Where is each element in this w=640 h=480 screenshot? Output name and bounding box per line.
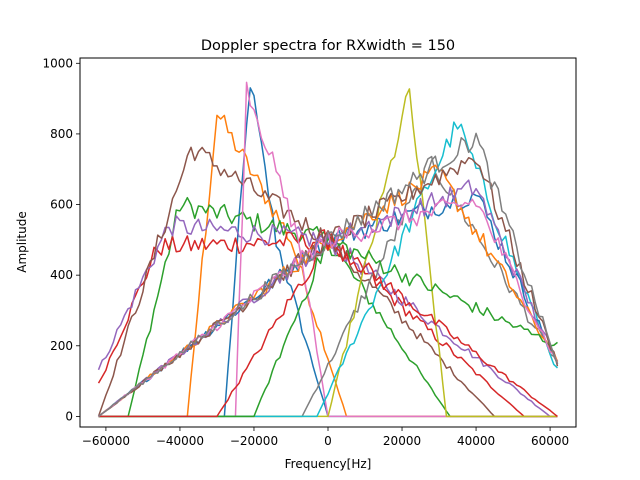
x-tick-label: −20000: [230, 434, 278, 448]
x-tick-label: 60000: [531, 434, 569, 448]
chart-title: Doppler spectra for RXwidth = 150: [201, 38, 455, 54]
x-tick-label: −40000: [156, 434, 204, 448]
x-tick-label: 20000: [383, 434, 421, 448]
y-tick-label: 400: [50, 268, 73, 282]
x-axis: −60000 −40000 −20000 0 20000 40000 60000: [82, 427, 569, 448]
series-line-16: [98, 156, 559, 417]
x-tick-label: −60000: [82, 434, 130, 448]
y-tick-label: 0: [65, 409, 73, 423]
x-tick-label: 0: [324, 434, 332, 448]
y-tick-label: 800: [50, 127, 73, 141]
y-axis: 0 200 400 600 800 1000: [42, 56, 80, 423]
x-axis-label: Frequency[Hz]: [285, 457, 372, 471]
y-tick-label: 1000: [42, 56, 73, 70]
plot-area: [97, 81, 559, 418]
axes-frame: [79, 57, 577, 428]
series-line-18: [98, 132, 559, 418]
y-axis-label: Amplitude: [15, 211, 29, 273]
y-tick-label: 600: [50, 198, 73, 212]
x-tick-label: 40000: [457, 434, 495, 448]
series-line-14: [98, 233, 558, 418]
y-tick-label: 200: [50, 339, 73, 353]
